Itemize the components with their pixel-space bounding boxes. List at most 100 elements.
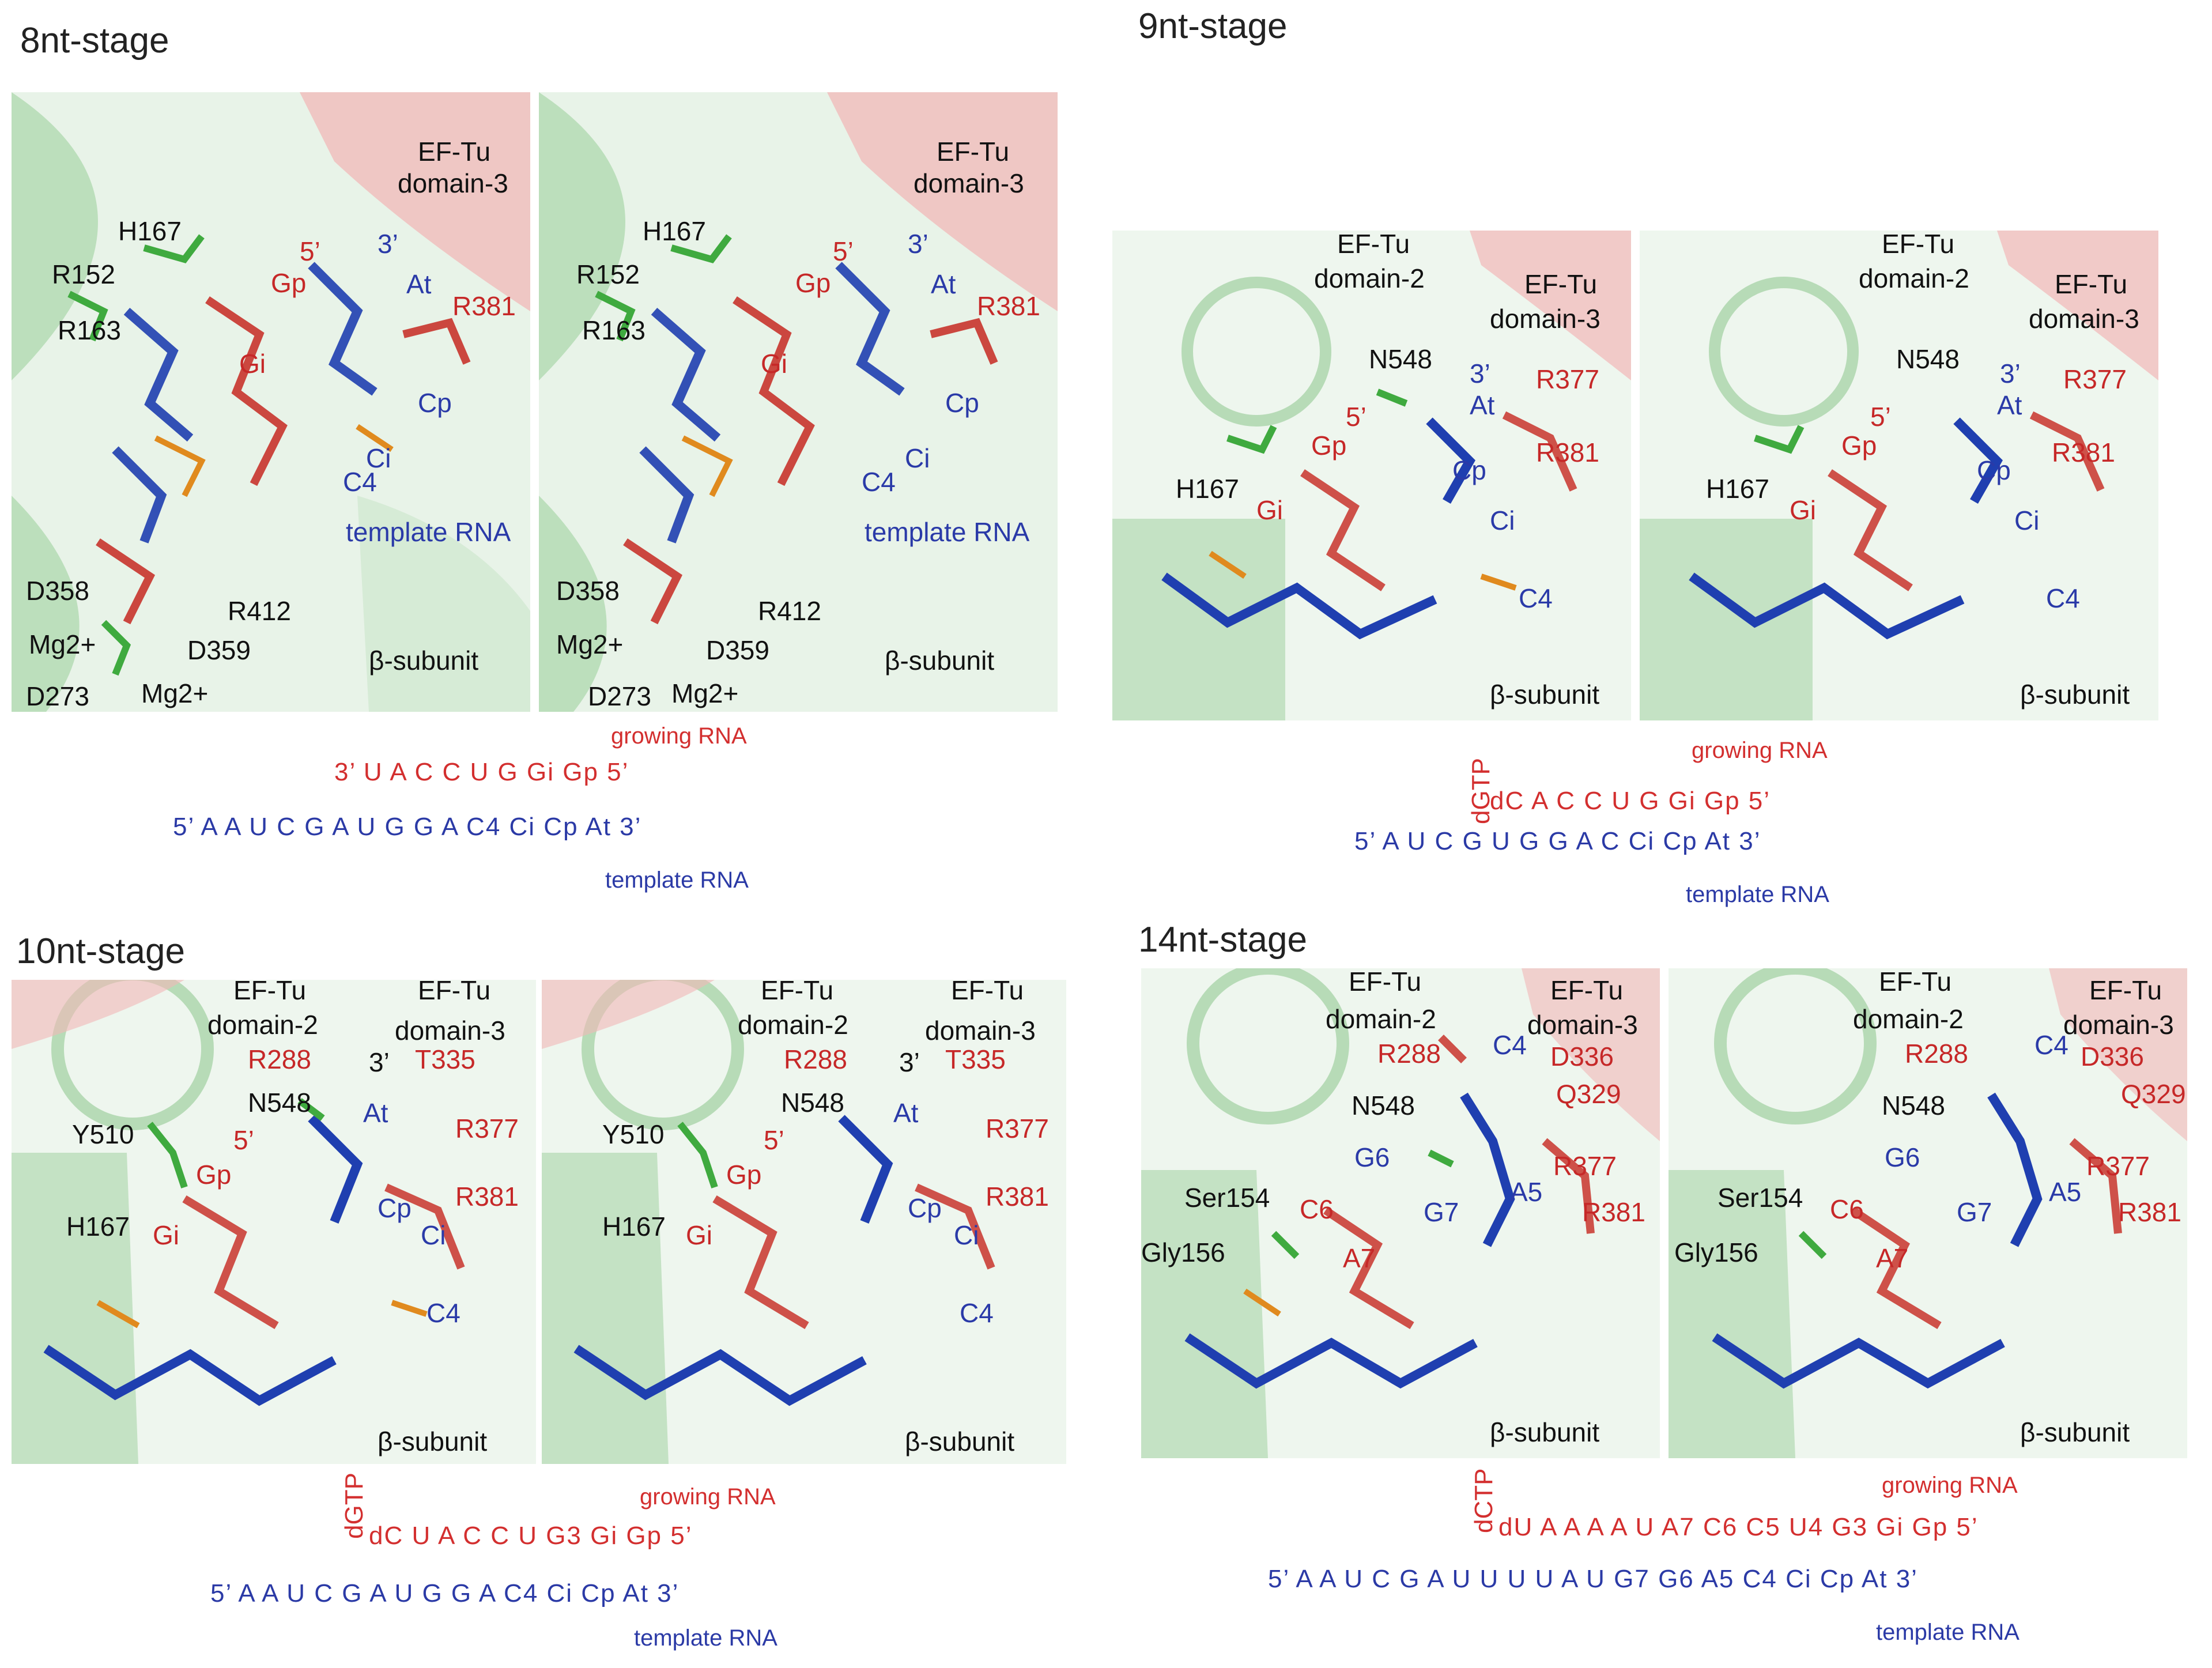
ef-tu-label: EF-Tu	[2055, 269, 2128, 299]
residue-q329: Q329	[2121, 1079, 2186, 1109]
five-prime-label: 5’	[1346, 402, 1367, 432]
growing-rna-caption: growing RNA	[611, 723, 747, 749]
nucleotide-at: At	[893, 1098, 919, 1128]
domain-3-label: domain-3	[2029, 304, 2139, 334]
nucleotide-cp: Cp	[1452, 455, 1486, 485]
residue-n548: N548	[1882, 1090, 1945, 1120]
structure-panel-10nt-left	[12, 980, 536, 1464]
nucleotide-gp: Gp	[271, 268, 307, 298]
residue-r152: R152	[576, 259, 640, 289]
residue-d359: D359	[187, 635, 251, 665]
residue-r377: R377	[1536, 364, 1599, 394]
three-prime-label: 3’	[908, 229, 928, 259]
residue-d358: D358	[26, 576, 89, 606]
five-prime-label: 5’	[764, 1125, 784, 1155]
molecule-render	[1640, 231, 2158, 720]
growing-rna-sequence: dC U A C C U G3 Gi Gp 5’	[369, 1522, 693, 1550]
nucleotide-gi: Gi	[761, 349, 787, 379]
residue-d273: D273	[26, 681, 89, 711]
residue-r381: R381	[452, 291, 516, 321]
growing-rna-sequence: dC A C C U G Gi Gp 5’	[1490, 787, 1771, 815]
nucleotide-c4: C4	[862, 467, 896, 497]
structure-panel-9nt-right	[1640, 231, 2158, 720]
domain-2-label: domain-2	[1326, 1004, 1436, 1034]
residue-d336: D336	[2081, 1041, 2144, 1071]
structure-panel-8nt-left	[12, 92, 530, 712]
residue-r377: R377	[1553, 1151, 1617, 1181]
molecule-render	[1141, 968, 1660, 1458]
residue-r288: R288	[1377, 1039, 1441, 1069]
residue-r377: R377	[455, 1114, 519, 1144]
residue-h167: H167	[602, 1212, 666, 1241]
growing-rna-caption: growing RNA	[640, 1484, 776, 1509]
residue-n548: N548	[1369, 344, 1432, 374]
residue-r288: R288	[784, 1044, 847, 1074]
template-rna-caption: template RNA	[605, 867, 749, 893]
domain-3-label: domain-3	[914, 168, 1024, 198]
five-prime-label: 5’	[300, 236, 320, 266]
nucleotide-ci: Ci	[421, 1220, 446, 1250]
ef-tu-label: EF-Tu	[1882, 229, 1955, 259]
growing-rna-sequence: 3’ U A C C U G Gi Gp 5’	[334, 758, 629, 786]
stage-title-9nt: 9nt-stage	[1138, 6, 1288, 46]
residue-h167: H167	[643, 216, 706, 246]
residue-r381: R381	[1582, 1197, 1645, 1227]
nucleotide-gp: Gp	[1311, 431, 1347, 461]
nucleotide-ci: Ci	[954, 1220, 979, 1250]
molecule-render	[12, 92, 530, 712]
ef-tu-label: EF-Tu	[1550, 975, 1624, 1005]
template-rna-sequence: 5’ A A U C G A U G G A C4 Ci Cp At 3’	[173, 813, 642, 841]
ef-tu-label: EF-Tu	[1349, 967, 1422, 997]
dgtp-label: dGTP	[340, 1473, 368, 1539]
residue-n548: N548	[1896, 344, 1960, 374]
nucleotide-cp: Cp	[418, 388, 452, 418]
structure-panel-10nt-right	[542, 980, 1066, 1464]
magnesium-ion-2: Mg2+	[141, 678, 209, 708]
residue-n548: N548	[248, 1088, 311, 1118]
nucleotide-gi: Gi	[153, 1220, 179, 1250]
stage-title-8nt: 8nt-stage	[20, 21, 169, 61]
ef-tu-label: EF-Tu	[418, 137, 491, 167]
molecule-render	[539, 92, 1058, 712]
magnesium-ion-2: Mg2+	[671, 678, 739, 708]
residue-t335: T335	[945, 1044, 1006, 1074]
template-rna-sequence: 5’ A U C G U G G A C Ci Cp At 3’	[1354, 827, 1761, 855]
nucleotide-at: At	[363, 1098, 388, 1128]
residue-h167: H167	[66, 1212, 130, 1241]
nucleotide-c4: C4	[1519, 583, 1553, 613]
three-prime-label: 3’	[369, 1047, 390, 1077]
residue-r412: R412	[228, 596, 291, 626]
nucleotide-ci: Ci	[1490, 505, 1515, 535]
nucleotide-c4: C4	[426, 1298, 460, 1328]
beta-subunit-label: β-subunit	[378, 1427, 488, 1456]
nucleotide-c6: C6	[1300, 1194, 1334, 1224]
nucleotide-gi: Gi	[1256, 495, 1283, 525]
three-prime-label: 3’	[899, 1047, 920, 1077]
five-prime-label: 5’	[233, 1125, 254, 1155]
ef-tu-label: EF-Tu	[761, 975, 834, 1005]
ef-tu-label: EF-Tu	[937, 137, 1010, 167]
beta-subunit-label: β-subunit	[1490, 680, 1600, 710]
five-prime-label: 5’	[833, 236, 854, 266]
domain-2-label: domain-2	[207, 1010, 318, 1040]
nucleotide-g7: G7	[1424, 1197, 1459, 1227]
magnesium-ion-1: Mg2+	[29, 629, 96, 659]
growing-rna-caption: growing RNA	[1692, 738, 1828, 763]
residue-q329: Q329	[1556, 1079, 1621, 1109]
ef-tu-label: EF-Tu	[1337, 229, 1410, 259]
nucleotide-c4: C4	[960, 1298, 994, 1328]
residue-ser154: Ser154	[1717, 1183, 1803, 1213]
nucleotide-c4: C4	[343, 467, 377, 497]
magnesium-ion-1: Mg2+	[556, 629, 624, 659]
five-prime-label: 5’	[1870, 402, 1891, 432]
structure-panel-8nt-right	[539, 92, 1058, 712]
template-rna-sequence: 5’ A A U C G A U G G A C4 Ci Cp At 3’	[210, 1579, 680, 1607]
stage-title-10nt: 10nt-stage	[16, 931, 185, 971]
domain-2-label: domain-2	[1859, 263, 1969, 293]
residue-d273: D273	[588, 681, 651, 711]
residue-r381: R381	[455, 1182, 519, 1212]
nucleotide-ci: Ci	[2014, 505, 2040, 535]
structure-panel-14nt-right	[1669, 968, 2187, 1458]
residue-h167: H167	[1176, 474, 1239, 504]
nucleotide-a5: A5	[2049, 1177, 2082, 1207]
